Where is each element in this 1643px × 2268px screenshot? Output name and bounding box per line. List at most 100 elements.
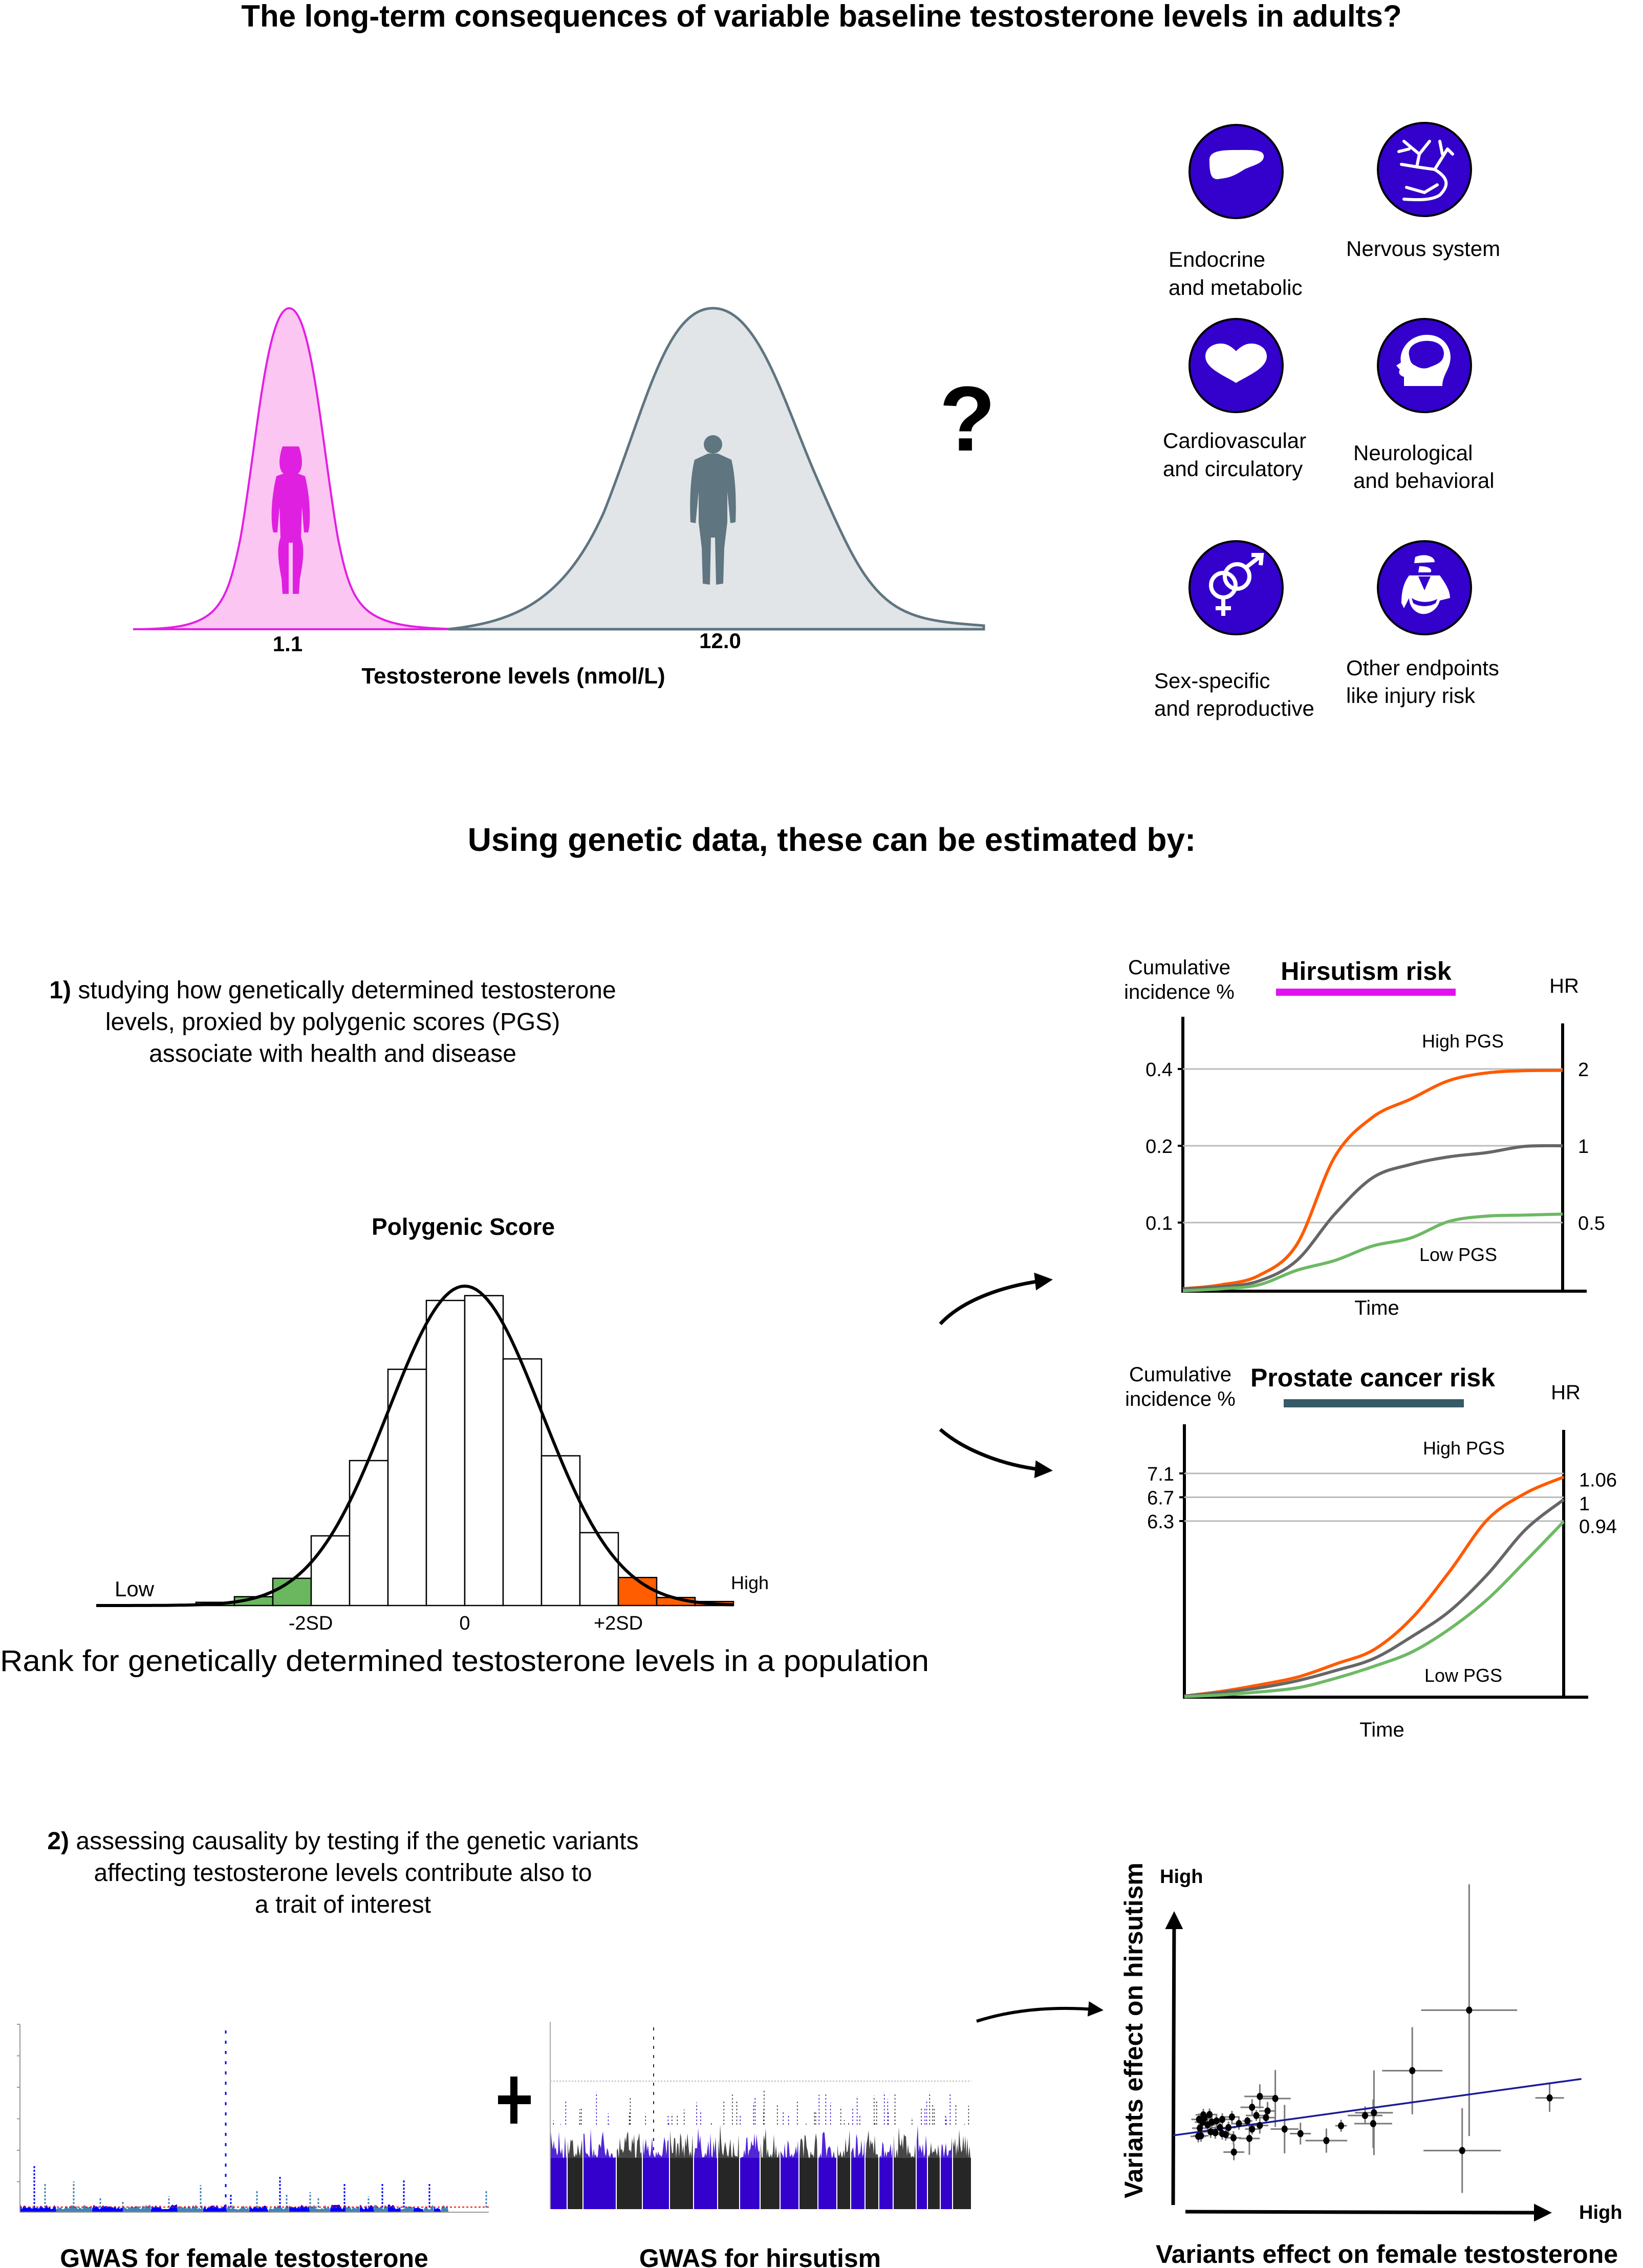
plus-sign-icon — [498, 2077, 531, 2124]
male-value-label: 12.0 — [699, 629, 741, 653]
hirsutism-hr-label: HR — [1549, 975, 1579, 997]
chromosome-block — [917, 2158, 927, 2209]
scatter-y-high-label: High — [1160, 1866, 1203, 1888]
scatter-dot — [1219, 2130, 1226, 2137]
pgs-high-label: High — [731, 1572, 769, 1593]
polygenic-score-histogram: Polygenic Score Low High -2SD 0 +2SD Ran… — [0, 1213, 929, 1678]
scatter-dot — [1466, 2006, 1473, 2014]
chromosome-signal — [249, 2205, 269, 2212]
y-tick-label: 0.4 — [1145, 1059, 1173, 1081]
chromosome-block — [799, 2158, 817, 2209]
chromosome-block — [694, 2158, 717, 2209]
chromosome-noise — [818, 2132, 836, 2158]
outcome-label-line-1: Nervous system — [1346, 237, 1500, 261]
chromosome-noise — [761, 2128, 780, 2158]
gwas-left-label: GWAS for female testosterone — [60, 2244, 428, 2268]
pgs-tick-minus2sd: -2SD — [289, 1613, 333, 1634]
chromosome-block — [953, 2158, 971, 2209]
chromosome-signal — [123, 2205, 151, 2212]
scatter-ylabel: Variants effect on hirsutism — [1119, 1863, 1148, 2198]
section-2-line-3: a trait of interest — [255, 1891, 431, 1918]
low-pgs-curve — [1184, 1521, 1565, 1698]
chromosome-block — [879, 2158, 893, 2209]
prostate-cancer-risk-chart: Cumulative incidence % Prostate cancer r… — [1125, 1363, 1617, 1741]
scatter-dot — [1338, 2122, 1345, 2130]
hr-tick-label: 1 — [1578, 1136, 1589, 1158]
scatter-dot — [1207, 2128, 1214, 2135]
regression-line — [1173, 2078, 1582, 2136]
chromosome-block — [837, 2158, 850, 2209]
outcome-label-line-1: Endocrine — [1169, 247, 1265, 271]
man-silhouette-icon — [690, 435, 736, 585]
chromosome-block — [941, 2158, 952, 2209]
section-1-line-2: levels, proxied by polygenic scores (PGS… — [105, 1009, 560, 1036]
scatter-dot — [1249, 2104, 1256, 2111]
chromosome-block — [928, 2158, 940, 2209]
chromosome-noise — [568, 2139, 582, 2158]
chromosome-signal — [151, 2205, 178, 2212]
scatter-dot — [1195, 2132, 1202, 2140]
chromosome-signal — [441, 2205, 448, 2212]
scatter-dot — [1230, 2134, 1237, 2142]
chromosome-signal — [434, 2206, 441, 2212]
gender-symbols-icon-glyph — [1209, 553, 1264, 616]
scatter-dot — [1197, 2124, 1203, 2132]
hirsutism-title: Hirsutism risk — [1281, 957, 1452, 986]
section-2-line-1: 2) assessing causality by testing if the… — [47, 1828, 638, 1855]
hirsutism-high-pgs: High PGS — [1422, 1031, 1504, 1052]
outcome-label-line-2: and circulatory — [1163, 457, 1303, 481]
chromosome-signal — [388, 2205, 401, 2212]
scatter-dot — [1217, 2124, 1223, 2131]
chromosome-signal — [56, 2205, 92, 2212]
chromosome-block — [568, 2158, 582, 2209]
mendelian-randomization-scatter: High High Variants effect on hirsutism V… — [1119, 1863, 1622, 2268]
section-subtitle: Using genetic data, these can be estimat… — [468, 821, 1196, 858]
hirsutism-title-bar — [1276, 989, 1456, 996]
scatter-dot — [1263, 2114, 1269, 2122]
distribution-xlabel: Testosterone levels (nmol/L) — [361, 664, 665, 689]
average-pgs-curve — [1184, 1498, 1565, 1698]
outcome-label-line-2: and reproductive — [1154, 696, 1314, 720]
scatter-dot — [1409, 2067, 1416, 2074]
y-tick-label: 0.1 — [1145, 1213, 1173, 1234]
female-value-label: 1.1 — [273, 632, 302, 656]
chromosome-noise — [583, 2128, 616, 2158]
scatter-dot — [1257, 2122, 1263, 2129]
scatter-dot — [1212, 2129, 1219, 2136]
chromosome-block — [851, 2158, 864, 2209]
chromosome-signal — [227, 2205, 249, 2212]
chromosome-noise — [928, 2142, 940, 2158]
outcome-label-line-1: Cardiovascular — [1163, 429, 1306, 453]
scatter-x-high-label: High — [1579, 2202, 1622, 2223]
average-pgs-curve — [1182, 1144, 1563, 1291]
pgs-bar — [464, 1295, 504, 1607]
scatter-xlabel: Variants effect on female testosterone — [1156, 2240, 1618, 2268]
high-pgs-curve — [1184, 1475, 1565, 1698]
scatter-dot — [1213, 2117, 1220, 2125]
scatter-dot — [1459, 2147, 1465, 2154]
injured-person-icon-glyph — [1401, 555, 1450, 614]
prostate-low-pgs: Low PGS — [1424, 1665, 1502, 1686]
chromosome-block — [781, 2158, 798, 2209]
chromosome-noise — [866, 2130, 878, 2158]
pgs-bar-high — [617, 1577, 658, 1607]
y-tick-label: 0.2 — [1145, 1136, 1173, 1158]
head-brain-icon-glyph — [1396, 335, 1451, 386]
section-2-text: 2) assessing causality by testing if the… — [47, 1828, 638, 1918]
hirsutism-xlabel: Time — [1354, 1297, 1399, 1319]
outcome-label-line-2: and metabolic — [1169, 275, 1303, 299]
chromosome-noise — [894, 2127, 916, 2158]
scatter-dot — [1196, 2115, 1202, 2123]
chromosome-noise — [617, 2131, 642, 2158]
scatter-dot — [1546, 2094, 1553, 2102]
chromosome-signal — [92, 2205, 123, 2212]
chromosome-block — [670, 2158, 693, 2209]
outcome-label-line-2: and behavioral — [1353, 468, 1495, 493]
outcome-3: Cardiovascular and circulatory — [1163, 318, 1306, 481]
scatter-dot — [1361, 2112, 1368, 2120]
scatter-dot — [1225, 2124, 1232, 2131]
pgs-low-label: Low — [115, 1577, 155, 1601]
section-2-line-1-text: assessing causality by testing if the ge… — [76, 1828, 638, 1855]
scatter-dot — [1219, 2115, 1226, 2123]
pgs-bar — [425, 1299, 466, 1607]
